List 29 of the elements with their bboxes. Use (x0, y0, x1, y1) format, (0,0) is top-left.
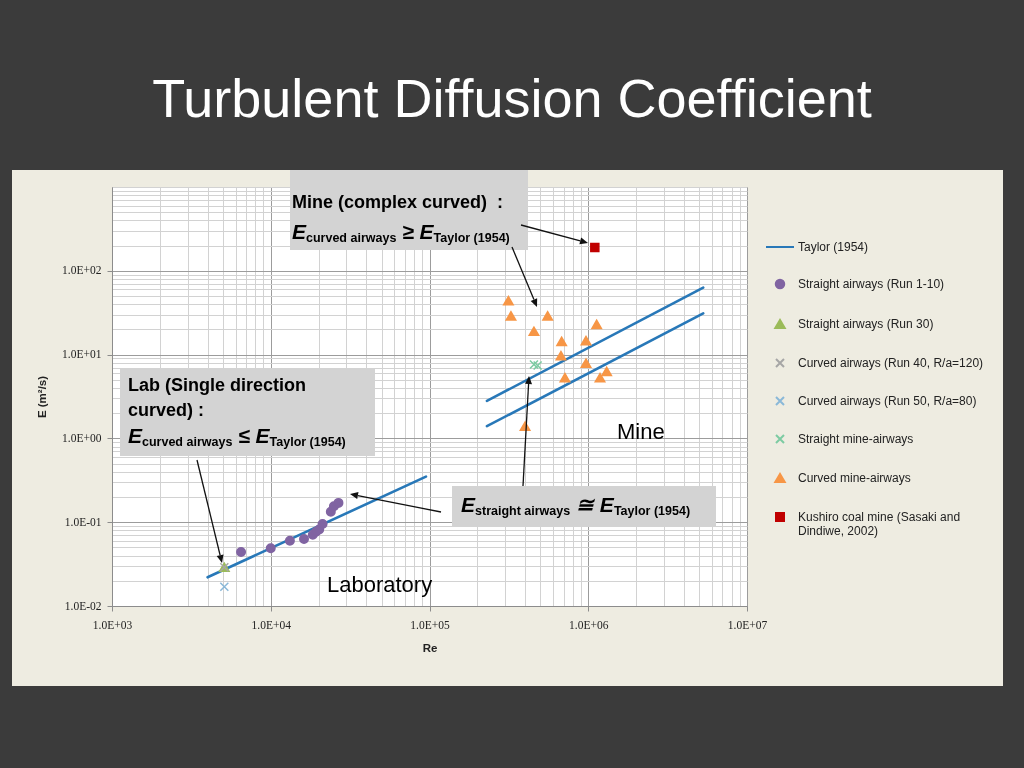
legend-label: Straight airways (Run 1-10) (798, 277, 945, 291)
legend-label: Straight mine-airways (798, 432, 914, 446)
annotation: Lab (Single direction curved) : E$_{curved airways}$ ≤ E$_{Taylor (1954)}$ (128, 374, 346, 451)
x-tick-label: 1.0E+05 (410, 618, 450, 631)
legend-label: Curved airways (Run 50, R/a=80) (798, 394, 977, 408)
legend-label: Curved airways (Run 40, R/a=120) (798, 356, 984, 370)
callout: E$_{straight airways}$ ≅ E$_{Taylor (1954)}$ (452, 486, 716, 527)
x-tick-label: 1.0E+06 (569, 618, 609, 631)
callout: Mine (complex curved) : E$_{curved airways}$ ≥ E$_{Taylor (1954)}$ (290, 170, 528, 250)
legend-label: Kushiro coal mine (Sasaki and Dindiwe, 2002) (798, 510, 961, 538)
annotation: Mine (617, 419, 665, 445)
y-tick-label: 1.0E+00 (62, 431, 102, 444)
y-axis-title: E (m²/s) (36, 375, 49, 419)
x-tick-label: 1.0E+07 (727, 618, 768, 631)
y-tick-label: 1.0E+01 (62, 348, 102, 361)
y-tick-label: 1.0E-02 (64, 599, 102, 612)
callout: Lab (Single direction curved) : E$_{curved airways}$ ≤ E$_{Taylor (1954)}$ (120, 368, 375, 456)
legend-label: Curved mine-airways (798, 471, 911, 485)
annotation: E$_{straight airways}$ ≅ E$_{Taylor (1954)}$ (461, 492, 692, 520)
chart-title: Turbulent Diffusion Coefficient (151, 67, 873, 130)
annotation: Mine (complex curved) : E$_{curved airways}$ ≥ E$_{Taylor (1954)}$ (292, 191, 511, 247)
x-tick-label: 1.0E+04 (251, 618, 292, 631)
x-axis-title: Re (422, 642, 438, 654)
legend-label: Taylor (1954) (798, 240, 869, 254)
x-tick-label: 1.0E+03 (92, 618, 133, 631)
y-tick-label: 1.0E-01 (64, 515, 102, 528)
legend-label: Straight airways (Run 30) (798, 317, 934, 331)
annotation: Laboratory (327, 572, 433, 598)
y-tick-label: 1.0E+02 (62, 264, 102, 277)
